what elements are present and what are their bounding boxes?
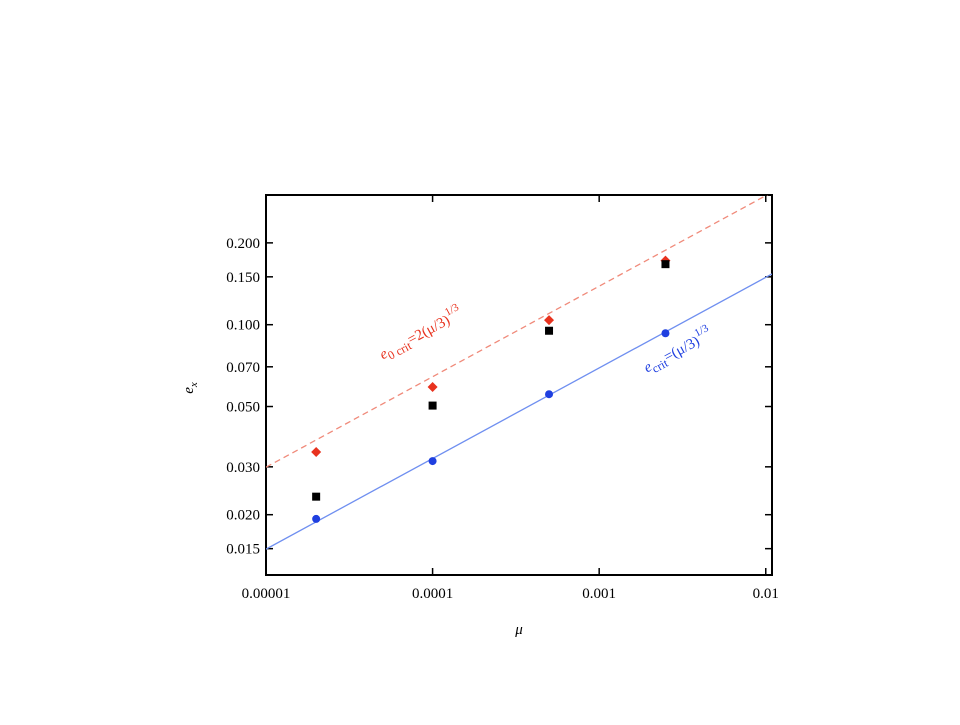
circle-marker: [312, 514, 321, 523]
diamond-marker: [427, 381, 438, 392]
y-tick-label: 0.015: [226, 542, 260, 558]
square-marker: [428, 401, 437, 410]
x-tick-label: 0.00001: [242, 586, 291, 602]
formula-annotation: ecrit=(μ/3)1/3: [639, 322, 717, 379]
y-label-sub: x: [188, 382, 200, 388]
square-marker: [312, 492, 321, 501]
y-tick-label: 0.020: [226, 508, 260, 524]
y-tick-label: 0.150: [226, 270, 260, 286]
x-tick-label: 0.0001: [412, 586, 453, 602]
y-tick-label: 0.030: [226, 460, 260, 476]
plot-area: [266, 195, 772, 550]
formula-sub: crit: [650, 356, 671, 376]
x-axis-label: μ: [514, 622, 523, 638]
circle-marker: [428, 457, 437, 466]
y-tick-label: 0.050: [226, 400, 260, 416]
formula-annotation: e0 crit=2(μ/3)1/3: [375, 301, 467, 366]
fit-line: [266, 195, 769, 468]
x-tick-label: 0.01: [753, 586, 779, 602]
diamond-marker: [311, 447, 322, 458]
x-tick-label: 0.001: [582, 586, 616, 602]
circle-marker: [545, 390, 554, 399]
y-label-main: e: [181, 387, 197, 394]
y-tick-label: 0.070: [226, 360, 260, 376]
formula-rest: =(μ/3): [661, 333, 702, 365]
formula-rest: =2(μ/3): [405, 312, 453, 348]
fit-line: [266, 273, 772, 550]
circle-marker: [661, 329, 670, 338]
y-tick-label: 0.200: [226, 236, 260, 252]
y-axis-label: ex: [181, 382, 200, 394]
square-marker: [545, 326, 554, 335]
plot-frame: [265, 194, 773, 576]
diamond-marker: [544, 315, 555, 326]
square-marker: [661, 260, 670, 269]
y-tick-label: 0.100: [226, 318, 260, 334]
